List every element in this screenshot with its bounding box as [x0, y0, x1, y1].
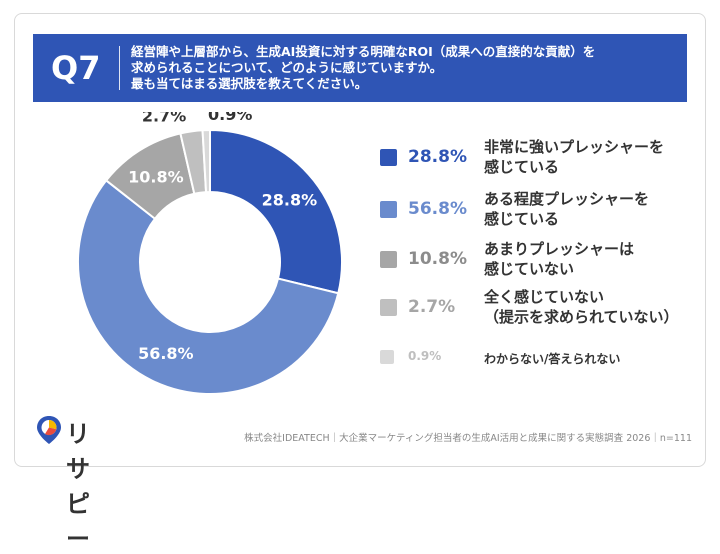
legend-swatch [380, 149, 397, 166]
question-text: 経営陣や上層部から、生成AI投資に対する明確なROI（成果への直接的な貢献）を … [131, 44, 596, 91]
legend-value: 10.8% [408, 249, 467, 269]
question-number: Q7 [51, 49, 101, 87]
question-header: Q7 経営陣や上層部から、生成AI投資に対する明確なROI（成果への直接的な貢献… [33, 34, 687, 102]
header-divider [119, 46, 120, 90]
legend-label: ある程度プレッシャーを 感じている [484, 190, 650, 228]
donut-chart: 28.8% 56.8% 10.8% 2.7% 0.9% [60, 105, 360, 412]
slice-value-label: 2.7% [142, 112, 186, 125]
donut-slice [209, 128, 343, 295]
legend-label: 非常に強いプレッシャーを 感じている [484, 138, 665, 176]
donut-slice [77, 179, 340, 395]
legend-value: 0.9% [408, 349, 442, 363]
slice-value-label: 28.8% [262, 191, 318, 210]
legend-label: 全く感じていない （提示を求められていない） [484, 288, 679, 326]
source-footnote: 株式会社IDEATECH｜大企業マーケティング担当者の生成AI活用と成果に関する… [244, 433, 692, 444]
legend-label: あまりプレッシャーは 感じていない [484, 240, 635, 278]
legend-value: 28.8% [408, 147, 467, 167]
brand-logo: リサピー [36, 415, 90, 553]
slice-value-label: 10.8% [128, 168, 184, 187]
legend-label: わからない/答えられない [484, 352, 621, 366]
donut-slice [201, 128, 211, 194]
legend-swatch [380, 251, 397, 268]
brand-logo-text: リサピー [66, 420, 91, 553]
legend-swatch [380, 299, 397, 316]
legend-value: 56.8% [408, 199, 467, 219]
slice-value-label: 0.9% [208, 112, 252, 124]
legend-value: 2.7% [408, 297, 456, 317]
slice-value-label: 56.8% [138, 344, 194, 363]
donut-chart-svg: 28.8% 56.8% 10.8% 2.7% 0.9% [77, 105, 343, 395]
legend-swatch [380, 201, 397, 218]
legend-swatch [380, 350, 394, 364]
pin-logo-icon [37, 416, 61, 444]
